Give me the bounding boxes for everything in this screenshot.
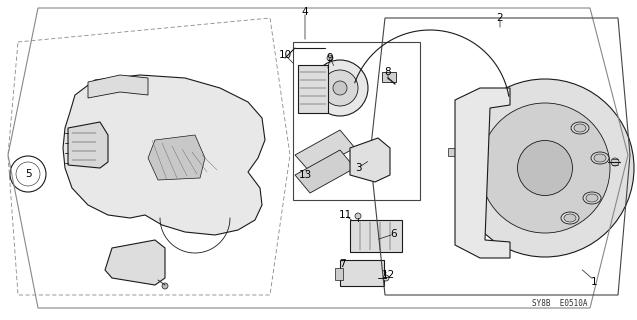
- Ellipse shape: [594, 154, 606, 162]
- Circle shape: [362, 152, 378, 168]
- Circle shape: [322, 70, 358, 106]
- Ellipse shape: [564, 214, 576, 222]
- Text: 13: 13: [298, 170, 311, 180]
- Bar: [298, 65, 328, 113]
- Polygon shape: [350, 138, 390, 182]
- Bar: [335, 268, 343, 280]
- Text: SY8B  E0510A: SY8B E0510A: [533, 299, 588, 308]
- Bar: [340, 260, 384, 286]
- Text: 4: 4: [302, 7, 308, 17]
- Bar: [382, 72, 396, 82]
- Polygon shape: [148, 135, 205, 180]
- Polygon shape: [88, 75, 148, 98]
- Text: 12: 12: [382, 270, 395, 280]
- Bar: [350, 220, 402, 252]
- Ellipse shape: [517, 140, 573, 196]
- Circle shape: [366, 156, 374, 164]
- Text: 1: 1: [590, 277, 598, 287]
- Bar: [448, 148, 464, 156]
- Circle shape: [327, 55, 333, 61]
- Text: 11: 11: [338, 210, 352, 220]
- Text: 5: 5: [25, 169, 31, 179]
- Ellipse shape: [480, 103, 610, 233]
- Circle shape: [383, 275, 389, 281]
- Polygon shape: [455, 88, 510, 258]
- Circle shape: [144, 261, 152, 269]
- Text: 2: 2: [497, 13, 503, 23]
- Ellipse shape: [583, 192, 601, 204]
- Text: 10: 10: [278, 50, 292, 60]
- Circle shape: [143, 125, 213, 195]
- Polygon shape: [105, 240, 165, 285]
- Ellipse shape: [561, 212, 579, 224]
- Circle shape: [162, 283, 168, 289]
- Circle shape: [160, 142, 196, 178]
- Circle shape: [333, 81, 347, 95]
- Text: 7: 7: [339, 259, 345, 269]
- Circle shape: [355, 213, 361, 219]
- Polygon shape: [68, 122, 108, 168]
- Text: 3: 3: [355, 163, 361, 173]
- Circle shape: [126, 108, 230, 212]
- Polygon shape: [295, 150, 355, 193]
- Ellipse shape: [586, 194, 598, 202]
- Ellipse shape: [574, 124, 586, 132]
- Polygon shape: [63, 75, 265, 235]
- Text: 9: 9: [327, 53, 333, 63]
- Ellipse shape: [456, 79, 634, 257]
- Polygon shape: [295, 130, 355, 172]
- Circle shape: [125, 255, 135, 265]
- Ellipse shape: [591, 152, 609, 164]
- Text: 8: 8: [385, 67, 391, 77]
- Circle shape: [484, 94, 492, 102]
- Circle shape: [312, 60, 368, 116]
- Circle shape: [611, 158, 619, 166]
- Ellipse shape: [571, 122, 589, 134]
- Circle shape: [484, 244, 492, 252]
- Text: 6: 6: [390, 229, 397, 239]
